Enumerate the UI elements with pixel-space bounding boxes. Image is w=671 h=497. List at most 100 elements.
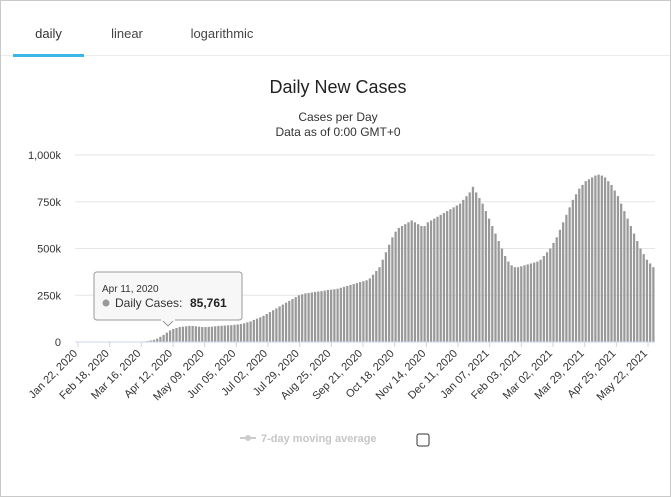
bar[interactable] [558, 229, 562, 342]
bar[interactable] [265, 313, 268, 342]
bar[interactable] [494, 233, 497, 342]
bar[interactable] [191, 325, 194, 342]
bar[interactable] [307, 293, 310, 342]
bar[interactable] [272, 310, 275, 342]
bar[interactable] [458, 203, 462, 342]
bar[interactable] [597, 174, 600, 342]
bar[interactable] [291, 298, 294, 342]
bar[interactable] [284, 302, 288, 342]
bar[interactable] [574, 194, 578, 342]
bar[interactable] [649, 263, 652, 342]
bar[interactable] [378, 267, 381, 342]
bar[interactable] [342, 286, 346, 342]
bar[interactable] [204, 327, 207, 342]
bar[interactable] [156, 338, 159, 342]
bar[interactable] [513, 267, 516, 342]
bar[interactable] [571, 199, 574, 342]
bar[interactable] [336, 288, 339, 342]
bar[interactable] [475, 192, 478, 342]
bar[interactable] [555, 237, 558, 342]
bar[interactable] [223, 325, 226, 342]
bar[interactable] [262, 315, 265, 342]
bar[interactable] [304, 293, 307, 342]
bar[interactable] [578, 188, 581, 342]
bar[interactable] [330, 289, 333, 342]
bar[interactable] [201, 327, 204, 342]
bar[interactable] [239, 324, 243, 342]
bar[interactable] [652, 267, 655, 342]
bar[interactable] [549, 248, 552, 343]
bar[interactable] [259, 317, 262, 342]
bar[interactable] [520, 266, 523, 342]
bar[interactable] [359, 282, 362, 342]
bar[interactable] [152, 339, 156, 342]
bar[interactable] [391, 237, 394, 342]
bar[interactable] [623, 211, 626, 342]
bar[interactable] [471, 186, 475, 342]
bar[interactable] [620, 203, 623, 342]
bar[interactable] [587, 179, 591, 342]
bar[interactable] [246, 322, 249, 342]
bar[interactable] [600, 175, 603, 342]
bar[interactable] [168, 330, 172, 342]
bar[interactable] [320, 291, 323, 342]
bar[interactable] [365, 280, 368, 342]
bar[interactable] [642, 254, 645, 342]
bar[interactable] [529, 263, 533, 342]
bar[interactable] [355, 283, 359, 342]
bar[interactable] [552, 242, 555, 342]
bar[interactable] [214, 326, 217, 342]
bar[interactable] [607, 181, 610, 342]
bar[interactable] [243, 323, 246, 342]
bar[interactable] [323, 290, 326, 342]
bar[interactable] [491, 226, 494, 342]
bar[interactable] [436, 216, 439, 342]
bar[interactable] [639, 248, 642, 343]
bar[interactable] [616, 196, 620, 342]
bar[interactable] [297, 295, 301, 342]
bar[interactable] [210, 326, 214, 342]
bar[interactable] [455, 205, 458, 342]
tab-linear[interactable]: linear [97, 1, 157, 55]
bar[interactable] [507, 261, 510, 342]
bar[interactable] [504, 255, 507, 342]
bar[interactable] [591, 177, 594, 342]
bar[interactable] [288, 300, 291, 342]
bar[interactable] [255, 318, 259, 343]
bar[interactable] [407, 222, 410, 342]
bar[interactable] [230, 325, 233, 342]
bar[interactable] [368, 278, 371, 342]
bar[interactable] [165, 332, 168, 342]
bar[interactable] [397, 227, 400, 342]
bar[interactable] [536, 261, 539, 342]
tab-logarithmic[interactable]: logarithmic [177, 1, 267, 55]
bar[interactable] [545, 252, 549, 342]
bar[interactable] [484, 211, 487, 342]
bar[interactable] [562, 222, 565, 342]
bar[interactable] [275, 308, 278, 342]
moving-average-checkbox[interactable] [416, 433, 430, 447]
bar[interactable] [394, 231, 397, 342]
bar[interactable] [388, 244, 391, 342]
bar[interactable] [481, 203, 484, 342]
legend-moving-average[interactable]: 7-day moving average [240, 433, 377, 445]
bar[interactable] [449, 209, 452, 342]
bar[interactable] [149, 340, 152, 343]
bar[interactable] [442, 212, 446, 342]
bar[interactable] [301, 294, 304, 342]
bar[interactable] [613, 190, 616, 342]
bar[interactable] [523, 265, 526, 342]
bar[interactable] [410, 220, 413, 342]
bar[interactable] [317, 291, 320, 342]
bar[interactable] [268, 312, 272, 342]
bar[interactable] [581, 184, 584, 342]
bar[interactable] [426, 222, 429, 342]
bar[interactable] [197, 326, 201, 342]
bar[interactable] [375, 270, 378, 342]
bar[interactable] [194, 326, 197, 342]
bar[interactable] [439, 214, 442, 342]
bar[interactable] [236, 324, 239, 342]
bar[interactable] [584, 181, 587, 342]
bar[interactable] [249, 321, 252, 342]
bar[interactable] [371, 274, 375, 342]
